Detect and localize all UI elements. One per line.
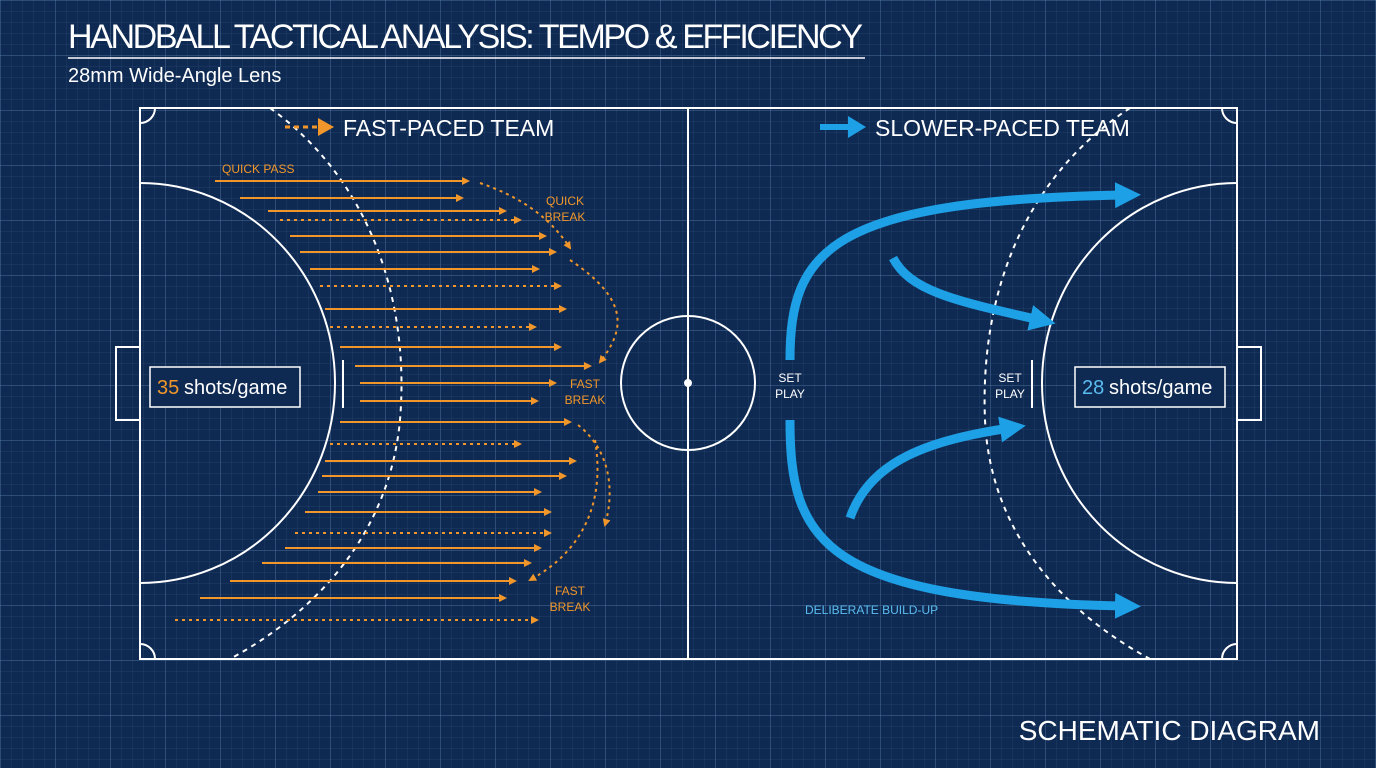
shots-value: 35 [157,377,179,399]
annotation: SET [778,371,802,385]
shots-unit: shots/game [1109,377,1212,399]
annotation: QUICK PASS [222,162,294,176]
shots-unit: shots/game [184,377,287,399]
legend-swatch [848,116,866,138]
break-arrows [479,182,619,581]
subtitle: 28mm Wide-Angle Lens [68,65,281,87]
annotation: PLAY [995,387,1025,401]
annotation: FAST [570,377,601,391]
title: HANDBALL TACTICAL ANALYSIS: TEMPO & EFFI… [68,18,863,56]
annotation: FAST [555,584,586,598]
annotation: QUICK [546,194,584,208]
annotation: BREAK [565,393,606,407]
shots-value: 28 [1082,377,1104,399]
annotation: BREAK [550,600,591,614]
annotation: SET [998,371,1022,385]
shots-box [1074,366,1226,408]
shots-box [149,366,301,408]
annotation: PLAY [775,387,805,401]
legend-left: FAST-PACED TEAM [343,115,554,141]
footer: SCHEMATIC DIAGRAM [1019,715,1320,746]
annotation: BREAK [545,210,586,224]
legend-swatch [318,118,334,136]
legend-right: SLOWER-PACED TEAM [875,115,1130,141]
annotations: QUICK PASS QUICK BREAK FAST BREAK FAST B… [222,162,1025,617]
fast-arrows [175,177,592,624]
annotation: DELIBERATE BUILD-UP [805,603,938,617]
build-up-arrows [785,182,1141,619]
